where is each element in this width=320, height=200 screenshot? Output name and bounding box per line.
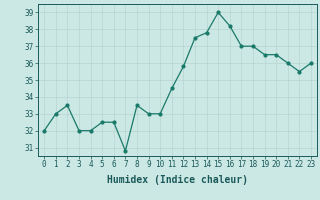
X-axis label: Humidex (Indice chaleur): Humidex (Indice chaleur) [107,175,248,185]
